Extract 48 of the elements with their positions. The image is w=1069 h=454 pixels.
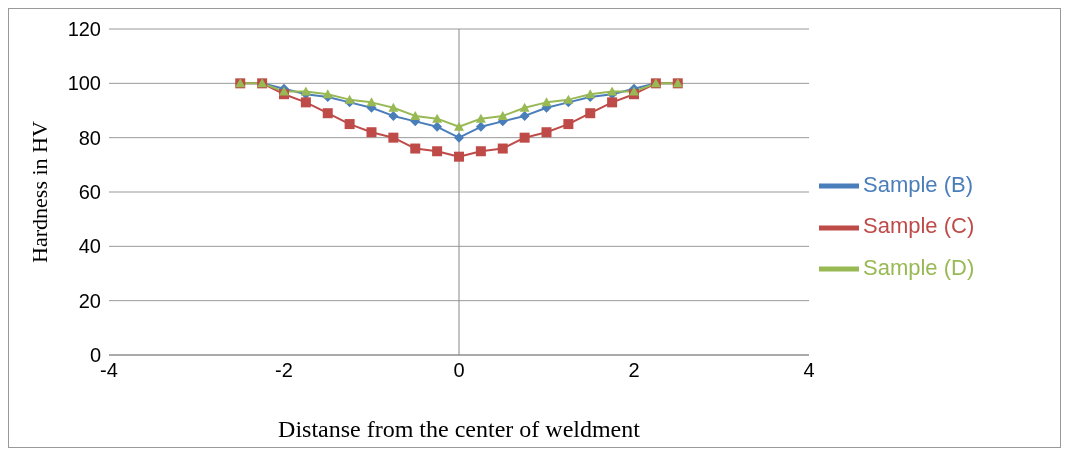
point [454,121,464,131]
point [432,113,443,123]
x-axis-title: Distanse from the center of weldment [278,416,641,442]
y-tick-label: 80 [78,126,101,149]
y-tick-label: 60 [78,181,101,204]
point [344,94,355,104]
legend-label: Sample (B) [863,172,974,198]
point [388,102,399,112]
x-tick-label: 0 [453,359,465,382]
y-tick-label: 40 [78,235,101,258]
point [388,110,399,121]
point [475,146,486,157]
point [519,102,530,112]
point [497,143,508,154]
point [519,110,530,121]
legend-label: Sample (C) [863,213,975,239]
point [541,127,552,138]
point [300,97,311,108]
y-tick-label: 0 [89,344,101,367]
point [541,97,552,107]
y-tick-label: 20 [78,289,101,312]
point [519,132,530,143]
point [563,94,574,104]
point [607,97,618,108]
point [388,132,399,143]
point [344,119,355,130]
point [366,97,377,107]
legend-label: Sample (D) [863,254,975,280]
point [410,143,421,154]
point [410,110,421,120]
point [563,119,574,130]
point [366,127,377,138]
y-tick-label: 100 [67,72,101,95]
x-tick-label: -4 [100,359,118,382]
point [475,113,486,123]
y-tick-label: 120 [67,18,101,41]
x-tick-label: 4 [803,359,815,382]
point [432,121,443,132]
point [454,151,464,162]
point [497,110,508,120]
point [475,121,486,132]
x-tick-label: -2 [275,359,293,382]
point [322,108,333,119]
point [585,108,596,119]
x-tick-label: 2 [628,359,640,382]
point [454,132,464,143]
point [432,146,443,157]
y-axis-title: Hardness in HV [26,121,52,263]
